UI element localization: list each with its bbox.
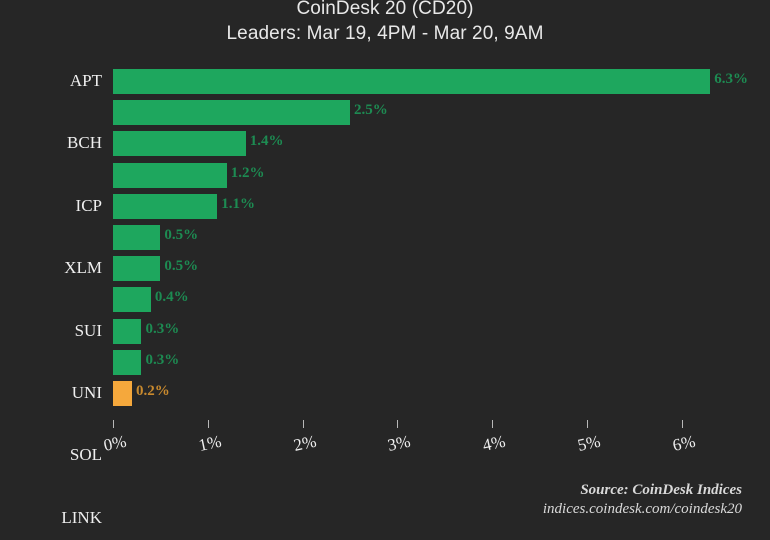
x-tick-mark xyxy=(492,420,494,428)
bar-xlm[interactable] xyxy=(113,162,227,188)
value-label-sol: 0.5% xyxy=(164,258,199,275)
category-label-link: LINK xyxy=(61,507,102,527)
bar-row: CRO0.3% xyxy=(113,347,768,378)
bar-row: CD200.2% xyxy=(113,378,768,409)
bar-row: UNI 0.5% xyxy=(72,222,768,402)
x-axis: 0% 1% 2% 3% 4% 5% 6% xyxy=(102,420,768,480)
x-tick-mark xyxy=(207,420,209,428)
bar-cd20[interactable] xyxy=(113,381,132,406)
x-tick-mark xyxy=(113,420,114,428)
bar-row: APT 6.3% xyxy=(70,66,768,97)
footer-url-label: indices.coindesk.com/coindesk20 xyxy=(542,501,742,517)
x-tick-mark xyxy=(302,420,304,428)
category-label-apt: APT xyxy=(69,71,102,90)
x-tick-label-5: 5% xyxy=(575,431,603,455)
x-tick-label-0: 0% xyxy=(101,431,129,455)
value-label-xlm: 1.2% xyxy=(230,164,265,181)
page-title: CoinDesk 20 (CD20) xyxy=(296,0,474,19)
bar-hbar[interactable] xyxy=(113,318,142,344)
x-tick-mark xyxy=(681,420,683,428)
category-label-xlm: XLM xyxy=(64,258,102,278)
bar-row: BCH 2.5% xyxy=(67,97,768,152)
value-label-cro: 0.3% xyxy=(145,351,180,368)
value-label-uni: 0.5% xyxy=(164,227,199,243)
x-tick-mark xyxy=(587,420,588,428)
bar-cro[interactable] xyxy=(113,349,142,375)
category-label-uni: UNI xyxy=(71,383,102,402)
bar-row: HBAR0.3% xyxy=(113,316,768,347)
value-label-apt: 6.3% xyxy=(714,71,748,87)
bar-row: ICP 1.4% xyxy=(76,128,768,215)
x-tick-mark xyxy=(397,420,399,428)
x-tick-label-2: 2% xyxy=(291,431,318,455)
chart-footer: Source: CoinDesk Indices indices.coindes… xyxy=(543,481,742,519)
x-tick-label-6: 6% xyxy=(670,431,697,455)
bar-uni[interactable] xyxy=(113,225,161,250)
plot-area: APT 6.3% BCH 2.5% ICP 1.4% XLM 1.2% SUI 1.1% UNI 0.… xyxy=(61,66,768,527)
chart-subtitle: Leaders: Mar 19, 4PM - Mar 20, 9AM xyxy=(226,23,544,44)
bar-sui[interactable] xyxy=(113,193,218,219)
value-label-link: 0.4% xyxy=(154,289,189,306)
x-tick-label-3: 3% xyxy=(386,431,413,455)
value-label-hbar: 0.3% xyxy=(145,320,180,337)
category-label-sol: SOL xyxy=(69,445,102,465)
bar-sol[interactable] xyxy=(113,256,161,282)
x-tick-label-4: 4% xyxy=(481,431,508,455)
bar-row: SOL 0.5% xyxy=(70,253,768,464)
bar-apt[interactable] xyxy=(113,69,711,94)
bar-row: LINK 0.4% xyxy=(61,284,768,527)
bar-icp[interactable] xyxy=(113,131,246,157)
chart-title-block: CoinDesk 20 (CD20) Leaders: Mar 19, 4PM … xyxy=(0,0,770,46)
bar-link[interactable] xyxy=(113,287,151,313)
value-label-icp: 1.4% xyxy=(249,133,284,150)
footer-source-label: Source: CoinDesk Indices xyxy=(580,482,742,498)
category-label-icp: ICP xyxy=(75,195,102,215)
x-tick-label-1: 1% xyxy=(196,431,223,455)
value-label-bch: 2.5% xyxy=(354,102,388,119)
bar-row: XLM 1.2% xyxy=(64,160,768,277)
bar-bch[interactable] xyxy=(113,100,350,126)
category-label-sui: SUI xyxy=(74,320,102,340)
value-label-sui: 1.1% xyxy=(221,195,256,212)
value-label-cd20: 0.2% xyxy=(135,383,170,399)
bar-row: SUI 1.1% xyxy=(75,191,768,340)
category-label-bch: BCH xyxy=(67,133,102,153)
